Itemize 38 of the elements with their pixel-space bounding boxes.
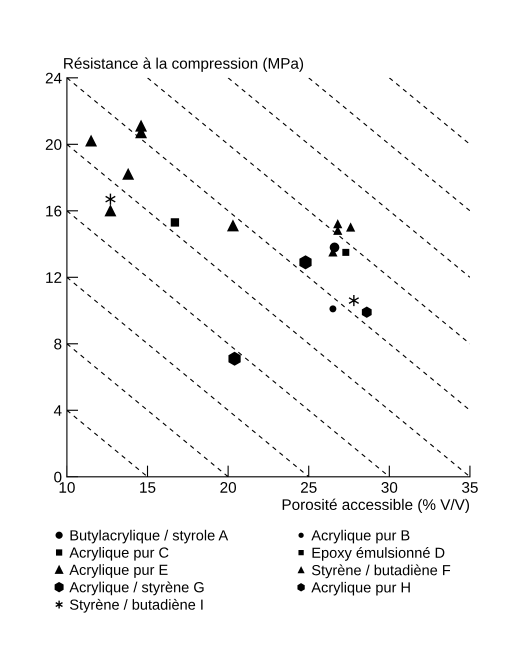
x-tick-label: 30 <box>381 482 398 493</box>
y-tick-label: 24 <box>46 72 62 84</box>
y-tick-label: 4 <box>54 405 62 416</box>
x-tick-label: 25 <box>300 482 317 493</box>
x-tick-label: 10 <box>60 482 75 493</box>
point <box>228 352 241 366</box>
point <box>342 248 350 256</box>
legend-label: Butylacrylique / styrole A <box>70 530 228 544</box>
point <box>170 218 180 227</box>
legend-label: Acrylique pur B <box>311 530 410 544</box>
legend-label: Acrylique pur E <box>69 564 168 578</box>
legend-label: Epoxy émulsionné D <box>312 547 444 561</box>
y-tick-label: 20 <box>46 139 62 150</box>
point <box>299 255 312 270</box>
x-tick-label: 15 <box>140 482 156 493</box>
point <box>362 306 372 318</box>
x-tick-label: 35 <box>462 482 478 493</box>
legend-label: Styrène / butadiène I <box>70 598 203 613</box>
point <box>334 220 342 228</box>
x-axis-title: Porosité accessible (% V/V) <box>282 498 469 514</box>
legend-label: Styrène / butadiène F <box>312 564 450 578</box>
y-tick-label: 12 <box>46 272 62 283</box>
point <box>104 192 116 206</box>
y-tick-label: 16 <box>46 206 62 216</box>
y-axis-title: Résistance à la compression (MPa) <box>64 57 304 72</box>
point <box>86 135 97 147</box>
point <box>329 305 336 312</box>
legend-label: Acrylique / styrène G <box>69 582 204 596</box>
y-tick-label: 8 <box>54 338 62 350</box>
point <box>104 205 116 216</box>
point <box>227 220 239 232</box>
legend-label: Acrylique pur C <box>69 547 168 561</box>
point <box>346 223 355 232</box>
point <box>348 294 360 307</box>
legend-label: Acrylique pur H <box>311 582 410 596</box>
x-tick-label: 20 <box>220 482 236 493</box>
y-tick-label: 0 <box>54 472 62 482</box>
point <box>122 168 134 180</box>
